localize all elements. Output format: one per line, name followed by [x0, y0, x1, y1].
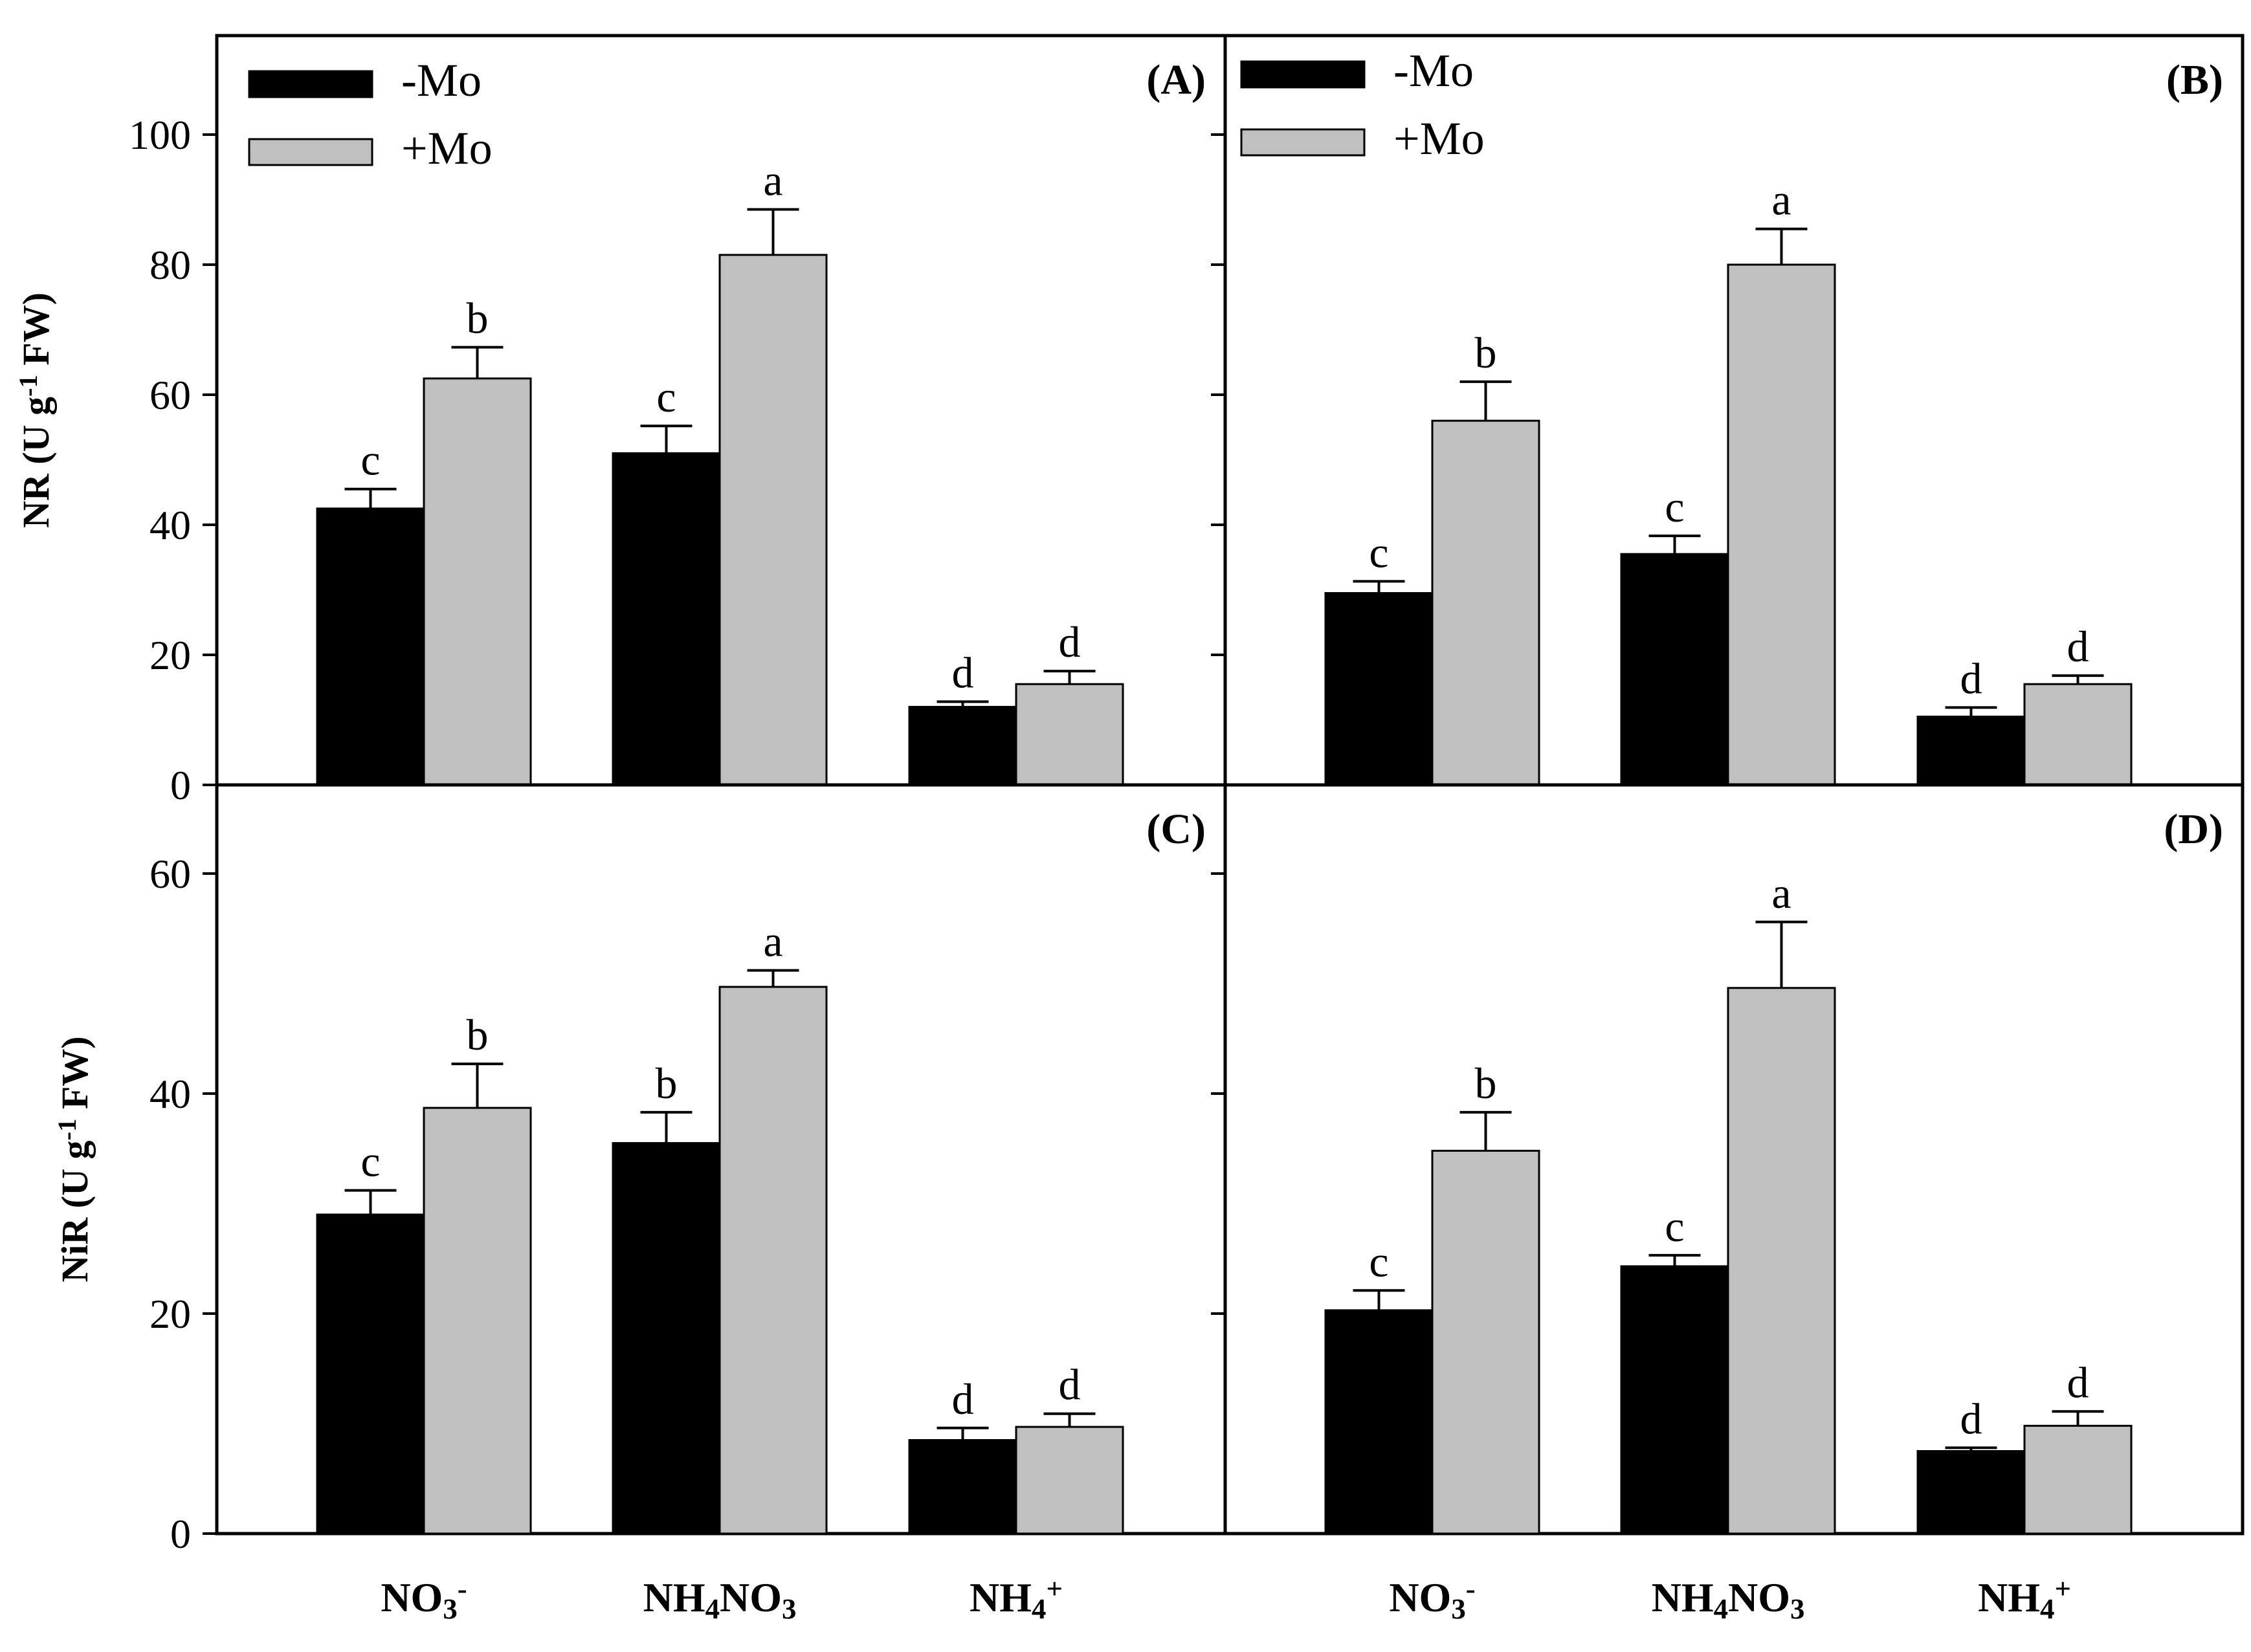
- significance-letter: c: [1369, 1237, 1388, 1286]
- x-tick-label: NH4NO3: [1652, 1574, 1805, 1625]
- significance-letter: d: [1960, 1394, 1982, 1443]
- y-axis-label: NiR (U g-1 FW): [52, 1036, 96, 1282]
- legend-label: +Mo: [401, 122, 493, 174]
- significance-letter: d: [1059, 617, 1081, 666]
- y-tick-label: 40: [150, 1071, 191, 1117]
- x-tick-label: NH4+: [1978, 1572, 2071, 1625]
- legend-swatch-plus-mo: [248, 138, 373, 166]
- y-tick-label: 0: [170, 762, 191, 808]
- bar-minus-mo: [908, 1439, 1017, 1535]
- legend-label: -Mo: [401, 54, 482, 106]
- bar-plus-mo: [1727, 987, 1836, 1535]
- bar-minus-mo: [1324, 592, 1434, 786]
- x-tick-label: NH4NO3: [643, 1574, 797, 1625]
- legend-swatch-minus-mo: [1240, 60, 1366, 89]
- bar-plus-mo: [1431, 419, 1540, 786]
- significance-letter: a: [763, 156, 782, 205]
- bar-minus-mo: [908, 705, 1017, 786]
- significance-letter: d: [952, 648, 974, 697]
- legend-swatch-plus-mo: [1240, 128, 1366, 157]
- y-tick-label: 100: [129, 112, 191, 158]
- bar-minus-mo: [1620, 1265, 1729, 1535]
- bar-minus-mo: [1324, 1309, 1434, 1535]
- panel-label: (A): [1146, 56, 1206, 104]
- y-tick-label: 40: [150, 502, 191, 548]
- significance-letter: d: [1059, 1360, 1081, 1409]
- bar-plus-mo: [718, 986, 828, 1535]
- y-tick-label: 20: [150, 632, 191, 678]
- significance-letter: c: [360, 1137, 380, 1186]
- panel-d: (D) c b NO3- c a NH4NO3 d d NH4+: [1211, 783, 2245, 1625]
- y-tick-label: 20: [150, 1291, 191, 1337]
- x-tick-label: NH4+: [970, 1572, 1063, 1625]
- significance-letter: b: [467, 294, 489, 343]
- bar-plus-mo: [423, 377, 532, 786]
- bar-minus-mo: [1916, 715, 2026, 786]
- bar-minus-mo: [316, 1213, 425, 1535]
- legend-label: -Mo: [1393, 45, 1474, 96]
- panel-label: (B): [2166, 56, 2223, 104]
- panel-a: 0 20 40 60 80 100 NR (U g-1 FW) (A) c b c a d d -Mo +Mo: [14, 34, 1227, 808]
- significance-letter: d: [952, 1374, 974, 1424]
- significance-letter: b: [656, 1059, 678, 1108]
- panel-b: (B) c b c a d d -Mo +Mo: [1211, 34, 2245, 787]
- y-axis-label: NR (U g-1 FW): [14, 292, 57, 528]
- legend-swatch-minus-mo: [248, 70, 373, 98]
- panel-label: (D): [2164, 806, 2223, 853]
- y-tick-label: 0: [170, 1511, 191, 1557]
- bar-plus-mo: [718, 254, 828, 786]
- y-tick-label: 60: [150, 851, 191, 897]
- significance-letter: c: [1369, 527, 1388, 577]
- x-tick-label: NO3-: [381, 1572, 467, 1625]
- bar-plus-mo: [423, 1107, 532, 1535]
- bar-minus-mo: [1916, 1450, 2026, 1535]
- x-tick-label: NO3-: [1389, 1572, 1475, 1625]
- bar-plus-mo: [2023, 683, 2133, 786]
- bar-plus-mo: [1015, 1426, 1124, 1535]
- significance-letter: b: [1475, 1059, 1497, 1108]
- significance-letter: a: [1771, 868, 1791, 918]
- panel-label: (C): [1146, 806, 1206, 853]
- significance-letter: c: [656, 372, 676, 421]
- legend-label: +Mo: [1393, 113, 1485, 164]
- significance-letter: d: [2067, 1358, 2089, 1407]
- significance-letter: c: [1665, 1202, 1684, 1251]
- significance-letter: b: [467, 1010, 489, 1059]
- panel-c: 0 20 40 60 NiR (U g-1 FW) (C) c b NO3- b a NH4NO3 d d…: [52, 783, 1227, 1625]
- bar-minus-mo: [612, 1142, 721, 1535]
- bar-minus-mo: [612, 452, 721, 786]
- y-tick-label: 60: [150, 372, 191, 418]
- significance-letter: d: [1960, 654, 1982, 703]
- bar-plus-mo: [2023, 1424, 2133, 1535]
- y-tick-label: 80: [150, 242, 191, 288]
- significance-letter: a: [763, 917, 782, 966]
- bar-plus-mo: [1015, 683, 1124, 786]
- bar-plus-mo: [1727, 263, 1836, 786]
- significance-letter: a: [1771, 175, 1791, 225]
- significance-letter: c: [1665, 482, 1684, 531]
- significance-letter: b: [1475, 328, 1497, 377]
- significance-letter: d: [2067, 622, 2089, 671]
- bar-minus-mo: [316, 507, 425, 786]
- bar-minus-mo: [1620, 553, 1729, 786]
- significance-letter: c: [360, 435, 380, 485]
- bar-plus-mo: [1431, 1149, 1540, 1535]
